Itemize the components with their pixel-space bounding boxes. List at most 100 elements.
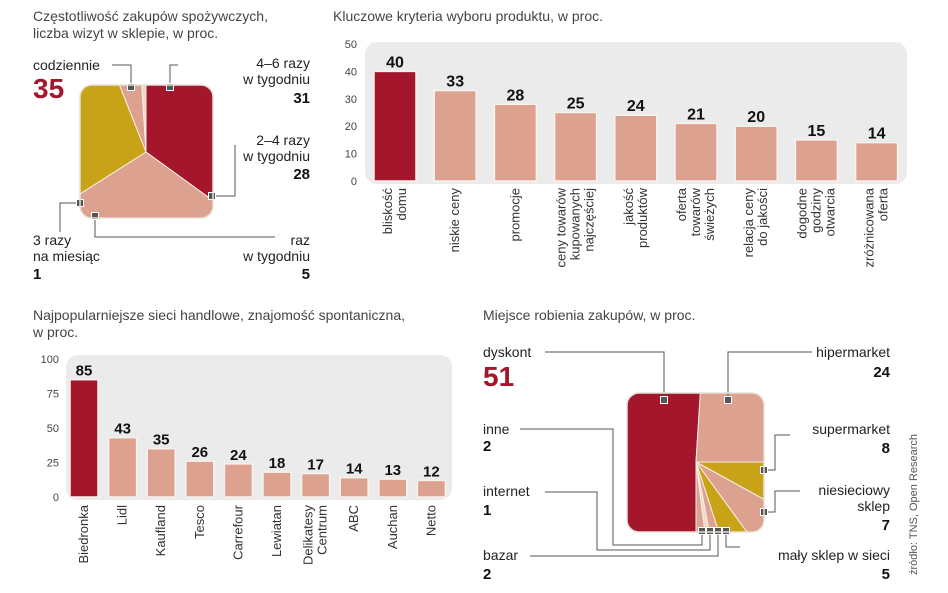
frequency-pie bbox=[59, 64, 275, 238]
place-label-inne: inne bbox=[483, 421, 510, 437]
place-leader-internet bbox=[545, 491, 711, 551]
place-slice-niesieciowy-sklep bbox=[695, 461, 764, 532]
criteria-value-oferta-towarow-swiezych: 21 bbox=[687, 106, 705, 123]
place-value-hipermarket: 24 bbox=[873, 364, 890, 381]
criteria-category-relacja-ceny-do-jakosci: relacja cenydo jakości bbox=[741, 188, 770, 258]
chains-bar-delikatesy-centrum bbox=[300, 472, 331, 498]
chains-category-lewiatan: Lewiatan bbox=[269, 505, 284, 557]
criteria-bar-niskie-ceny bbox=[433, 89, 477, 182]
criteria-bar-dogodne-godziny-otwarcia bbox=[794, 139, 839, 182]
place-value-supermarket: 8 bbox=[881, 440, 890, 457]
freq-label-4-6: 4–6 razy w tygodniu bbox=[180, 55, 310, 87]
chains-category-auchan: Auchan bbox=[385, 505, 400, 549]
criteria-category-bliskosc-domu: bliskośćdomu bbox=[380, 188, 409, 235]
chains-value-delikatesy-centrum: 17 bbox=[307, 457, 324, 474]
criteria-value-bliskosc-domu: 40 bbox=[386, 54, 404, 71]
criteria-ytick-30: 30 bbox=[345, 94, 357, 106]
place-marker-maly-sklep bbox=[722, 527, 730, 535]
place-value-niesieciowy: 7 bbox=[881, 517, 890, 534]
criteria-ytick-10: 10 bbox=[345, 149, 357, 161]
criteria-value-promocje: 28 bbox=[507, 87, 525, 104]
place-marker-inne bbox=[698, 527, 706, 535]
criteria-value-jakosc-produktow: 24 bbox=[627, 98, 645, 115]
freq-value-3-razy: 1 bbox=[33, 266, 42, 283]
freq-value-codziennie: 35 bbox=[33, 73, 65, 104]
chains-value-carrefour: 24 bbox=[230, 447, 247, 464]
place-label-maly-sklep: mały sklep w sieci bbox=[777, 547, 890, 563]
criteria-category-niskie-ceny: niskie ceny bbox=[447, 188, 462, 253]
chains-bar-carrefour bbox=[223, 463, 254, 498]
criteria-category-promocje: promocje bbox=[507, 188, 522, 241]
chains-value-lidl: 43 bbox=[114, 421, 131, 438]
freq-leader-codziennie bbox=[112, 64, 132, 87]
freq-leader-4-6 bbox=[169, 64, 178, 87]
place-pie-frame bbox=[626, 392, 765, 533]
place-leader-inne bbox=[520, 428, 703, 546]
freq-pie-frame bbox=[79, 84, 214, 219]
criteria-value-dogodne-godziny-otwarcia: 15 bbox=[808, 123, 826, 140]
chains-value-netto: 12 bbox=[423, 463, 440, 480]
chains-category-biedronka: Biedronka bbox=[76, 504, 91, 563]
freq-label-4-6-line-1: 4–6 razy bbox=[256, 55, 310, 71]
place-label-supermarket: supermarket bbox=[812, 421, 890, 437]
chains-category-abc: ABC bbox=[346, 505, 361, 532]
place-label-niesieciowy-line-2: sklep bbox=[857, 498, 890, 514]
criteria-value-zroznicowana-oferta: 14 bbox=[868, 126, 886, 143]
criteria-bar-relacja-ceny-do-jakosci bbox=[734, 125, 778, 182]
criteria-chart: 0 10 20 30 40 50 40 bliskośćdomu 33 niskie ceny 28… bbox=[345, 39, 899, 268]
place-slice-dyskont bbox=[627, 393, 706, 532]
chains-category-lidl: Lidl bbox=[115, 505, 130, 525]
chains-category-tesco: Tesco bbox=[192, 505, 207, 539]
chains-category-delikatesy-centrum: DelikatesyCentrum bbox=[301, 505, 330, 565]
freq-value-2-4: 28 bbox=[293, 166, 310, 183]
place-slice-maly-sklep-w-sieci bbox=[695, 461, 764, 532]
freq-marker-codziennie bbox=[127, 83, 135, 91]
place-value-inne: 2 bbox=[483, 438, 492, 455]
chains-value-auchan: 13 bbox=[384, 462, 401, 479]
place-slice-inne bbox=[695, 461, 716, 532]
freq-slice-3-razy-na-miesiac bbox=[136, 85, 147, 153]
place-value-internet: 1 bbox=[483, 502, 492, 519]
chains-ytick-50: 50 bbox=[47, 423, 59, 435]
chains-ytick-100: 100 bbox=[41, 354, 59, 366]
chains-bar-tesco bbox=[185, 460, 215, 498]
chains-bar-abc bbox=[339, 476, 369, 498]
place-label-hipermarket: hipermarket bbox=[816, 344, 890, 360]
place-marker-dyskont bbox=[660, 396, 668, 404]
place-leader-maly-sklep bbox=[725, 531, 740, 548]
place-slice-supermarket bbox=[695, 461, 764, 532]
chains-bar-auchan bbox=[378, 478, 408, 498]
place-leader-bazar bbox=[530, 531, 719, 557]
freq-leader-2-4 bbox=[212, 145, 236, 197]
freq-marker-2-4 bbox=[208, 192, 216, 200]
place-marker-hipermarket bbox=[724, 396, 732, 404]
chains-bar-netto bbox=[416, 479, 447, 498]
criteria-value-niskie-ceny: 33 bbox=[446, 74, 464, 91]
place-label-niesieciowy: niesieciowy sklep bbox=[760, 482, 890, 514]
chains-value-kaufland: 35 bbox=[153, 432, 170, 449]
chains-value-abc: 14 bbox=[346, 461, 363, 478]
freq-marker-raz bbox=[91, 212, 99, 220]
place-label-dyskont: dyskont bbox=[483, 344, 532, 360]
place-marker-internet bbox=[706, 527, 714, 535]
place-value-dyskont: 51 bbox=[483, 361, 515, 392]
chains-category-kaufland: Kaufland bbox=[153, 505, 168, 556]
place-leader-supermarket bbox=[764, 434, 790, 471]
criteria-ytick-50: 50 bbox=[345, 39, 357, 51]
chains-value-biedronka: 85 bbox=[76, 363, 93, 380]
criteria-title: Kluczowe kryteria wyboru produktu, w pro… bbox=[333, 8, 603, 24]
chains-ytick-0: 0 bbox=[53, 492, 59, 504]
freq-label-raz-line-1: raz bbox=[290, 232, 310, 248]
freq-leader-3-razy bbox=[59, 202, 80, 232]
criteria-ytick-20: 20 bbox=[345, 121, 357, 133]
freq-label-3-razy-line-1: 3 razy bbox=[33, 232, 72, 248]
chains-value-lewiatan: 18 bbox=[269, 455, 286, 472]
chains-title: Najpopularniejsze sieci handlowe, znajom… bbox=[33, 307, 405, 341]
freq-label-3-razy: 3 razy na miesiąc bbox=[33, 232, 100, 264]
chains-ytick-25: 25 bbox=[47, 458, 59, 470]
place-leader-hipermarket bbox=[727, 351, 812, 400]
criteria-value-relacja-ceny-do-jakosci: 20 bbox=[747, 109, 765, 126]
criteria-category-zroznicowana-oferta: zróżnicowanaoferta bbox=[862, 187, 891, 267]
place-marker-bazar bbox=[714, 527, 722, 535]
criteria-bar-ceny-towarow-kupowanych-najczesciej bbox=[553, 111, 598, 182]
